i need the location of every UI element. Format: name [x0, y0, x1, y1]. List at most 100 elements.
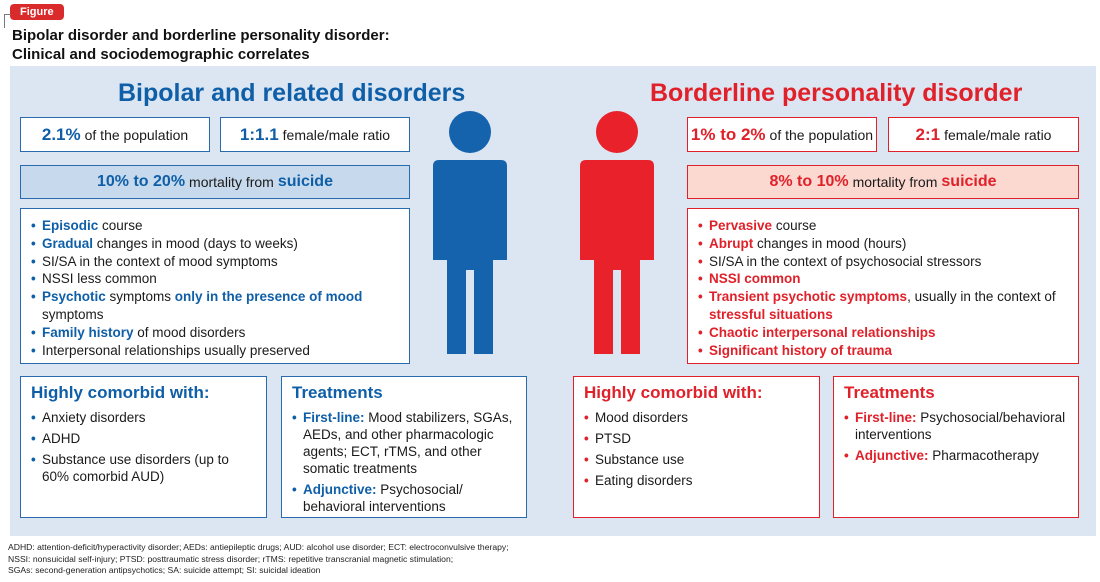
feature-text: Interpersonal relationships usually pres…	[42, 342, 310, 358]
figure-tag: Figure	[10, 4, 64, 20]
feature-item: Psychotic symptoms only in the presence …	[31, 288, 401, 324]
comorbid-item: Substance use	[584, 451, 811, 468]
feature-item: Chaotic interpersonal relationships	[698, 324, 1070, 342]
treatment-label: Adjunctive:	[303, 482, 377, 497]
feature-item: Family history of mood disorders	[31, 324, 401, 342]
comorbid-item: Mood disorders	[584, 409, 811, 426]
feature-highlight: Gradual	[42, 235, 94, 251]
borderline-ratio-value: 2:1	[915, 124, 941, 144]
borderline-comorbid-box: Highly comorbid with: Mood disorders PTSD…	[573, 376, 820, 518]
borderline-mortality-keyword: suicide	[941, 173, 997, 190]
footnote-line: SGAs: second-generation antipsychotics; …	[8, 565, 321, 575]
bipolar-comorbid-title: Highly comorbid with:	[31, 383, 210, 402]
comorbid-item: PTSD	[584, 430, 811, 447]
bipolar-treatments-title: Treatments	[292, 383, 383, 402]
feature-text: SI/SA in the context of psychosocial str…	[709, 253, 982, 269]
feature-text: of mood disorders	[133, 324, 246, 340]
feature-highlight: NSSI common	[709, 271, 801, 287]
borderline-comorbid-title: Highly comorbid with:	[584, 383, 763, 402]
borderline-features-box: Pervasive courseAbrupt changes in mood (…	[687, 208, 1079, 364]
borderline-ratio-box: 2:1 female/male ratio	[888, 117, 1079, 152]
feature-highlight: Transient psychotic symptoms	[709, 289, 908, 305]
feature-text: , usually in the context of	[907, 289, 1056, 305]
borderline-ratio-text: female/male ratio	[944, 126, 1052, 143]
figure-title: Bipolar disorder and borderline personal…	[12, 26, 390, 64]
borderline-prevalence-box: 1% to 2% of the population	[687, 117, 877, 152]
feature-text: course	[772, 218, 817, 233]
feature-text: symptoms	[42, 306, 104, 322]
abbreviations-footnote: ADHD: attention-deficit/hyperactivity di…	[8, 542, 1094, 577]
feature-item: Significant history of trauma	[698, 342, 1070, 360]
treatment-item: First-line: Psychosocial/behavioral inte…	[844, 409, 1070, 443]
bipolar-prevalence-text: of the population	[84, 126, 189, 143]
feature-highlight: Chaotic interpersonal relationships	[709, 324, 936, 340]
feature-item: Episodic course	[31, 217, 401, 235]
bipolar-comorbid-list: Anxiety disorders ADHD Substance use disor…	[21, 403, 266, 485]
treatment-label: First-line:	[855, 410, 917, 425]
bipolar-prevalence-value: 2.1%	[41, 124, 81, 144]
feature-item: Interpersonal relationships usually pres…	[31, 342, 401, 360]
title-line-2: Clinical and sociodemographic correlates	[12, 46, 310, 63]
borderline-comorbid-list: Mood disorders PTSD Substance use Eating di…	[574, 403, 819, 489]
comorbid-item: Eating disorders	[584, 472, 811, 489]
borderline-heading: Borderline personality disorder	[650, 79, 1023, 107]
feature-highlight: Abrupt	[709, 235, 754, 251]
feature-item: SI/SA in the context of psychosocial str…	[698, 253, 1070, 271]
borderline-features-list: Pervasive courseAbrupt changes in mood (…	[688, 209, 1078, 359]
feature-text: SI/SA in the context of mood symptoms	[42, 253, 278, 269]
feature-text: NSSI less common	[42, 271, 157, 287]
bipolar-mortality-text: mortality from	[189, 174, 274, 190]
feature-text: symptoms	[105, 289, 175, 305]
borderline-treatments-title: Treatments	[844, 383, 935, 402]
person-icon	[580, 111, 654, 354]
feature-highlight: stressful situations	[709, 306, 833, 322]
bipolar-prevalence-box: 2.1% of the population	[20, 117, 210, 152]
treatment-item: Adjunctive: Psychosocial/ behavioral int…	[292, 481, 518, 515]
feature-text: course	[98, 218, 143, 233]
bipolar-ratio-box: 1:1.1 female/male ratio	[220, 117, 410, 152]
bipolar-mortality-keyword: suicide	[277, 173, 333, 190]
footnote-line: ADHD: attention-deficit/hyperactivity di…	[8, 542, 509, 552]
borderline-treatments-box: Treatments First-line: Psychosocial/beha…	[833, 376, 1079, 518]
feature-item: Pervasive course	[698, 217, 1070, 235]
bipolar-treatments-box: Treatments First-line: Mood stabilizers,…	[281, 376, 527, 518]
treatment-text: Psychosocial/behavioral interventions	[855, 410, 1066, 442]
feature-highlight: Significant history of trauma	[709, 342, 893, 358]
feature-highlight: Pervasive	[709, 218, 773, 233]
borderline-prevalence-text: of the population	[769, 126, 874, 143]
feature-item: Transient psychotic symptoms, usually in…	[698, 288, 1070, 324]
bipolar-mortality-value: 10% to 20%	[97, 173, 186, 190]
comorbid-item: Anxiety disorders	[31, 409, 258, 426]
treatment-text: Psychosocial/ behavioral interventions	[303, 482, 463, 514]
comorbid-item: Substance use disorders (up to 60% comor…	[31, 451, 258, 485]
feature-item: NSSI less common	[31, 270, 401, 288]
treatment-text: Mood stabilizers, SGAs, AEDs, and other …	[303, 410, 513, 476]
feature-text: changes in mood (days to weeks)	[93, 235, 298, 251]
feature-text: changes in mood (hours)	[753, 235, 907, 251]
feature-item: NSSI common	[698, 270, 1070, 288]
borderline-treatments-list: First-line: Psychosocial/behavioral inte…	[834, 403, 1078, 464]
bipolar-mortality-box: 10% to 20% mortality from suicide	[20, 165, 410, 199]
borderline-prevalence-value: 1% to 2%	[690, 124, 766, 144]
corner-bracket	[4, 14, 11, 28]
bipolar-ratio-value: 1:1.1	[239, 124, 279, 144]
footnote-line: NSSI: nonsuicidal self-injury; PTSD: pos…	[8, 553, 454, 564]
treatment-item: Adjunctive: Pharmacotherapy	[844, 447, 1070, 464]
comorbid-item: ADHD	[31, 430, 258, 447]
feature-item: Abrupt changes in mood (hours)	[698, 235, 1070, 253]
borderline-mortality-text: mortality from	[852, 174, 938, 190]
bipolar-heading: Bipolar and related disorders	[118, 79, 466, 107]
feature-item: Gradual changes in mood (days to weeks)	[31, 235, 401, 253]
treatment-label: First-line:	[303, 410, 365, 425]
feature-highlight: Episodic	[42, 218, 99, 233]
bipolar-features-list: Episodic courseGradual changes in mood (…	[21, 209, 409, 359]
title-line-1: Bipolar disorder and borderline personal…	[12, 27, 390, 44]
treatment-text: Pharmacotherapy	[928, 448, 1039, 463]
bipolar-comorbid-box: Highly comorbid with: Anxiety disordersA…	[20, 376, 267, 518]
treatment-item: First-line: Mood stabilizers, SGAs, AEDs…	[292, 409, 518, 477]
feature-item: SI/SA in the context of mood symptoms	[31, 253, 401, 271]
feature-highlight: only in the presence of mood	[174, 289, 363, 305]
bipolar-features-box: Episodic courseGradual changes in mood (…	[20, 208, 410, 364]
borderline-mortality-value: 8% to 10%	[769, 173, 849, 190]
borderline-mortality-box: 8% to 10% mortality from suicide	[687, 165, 1079, 199]
